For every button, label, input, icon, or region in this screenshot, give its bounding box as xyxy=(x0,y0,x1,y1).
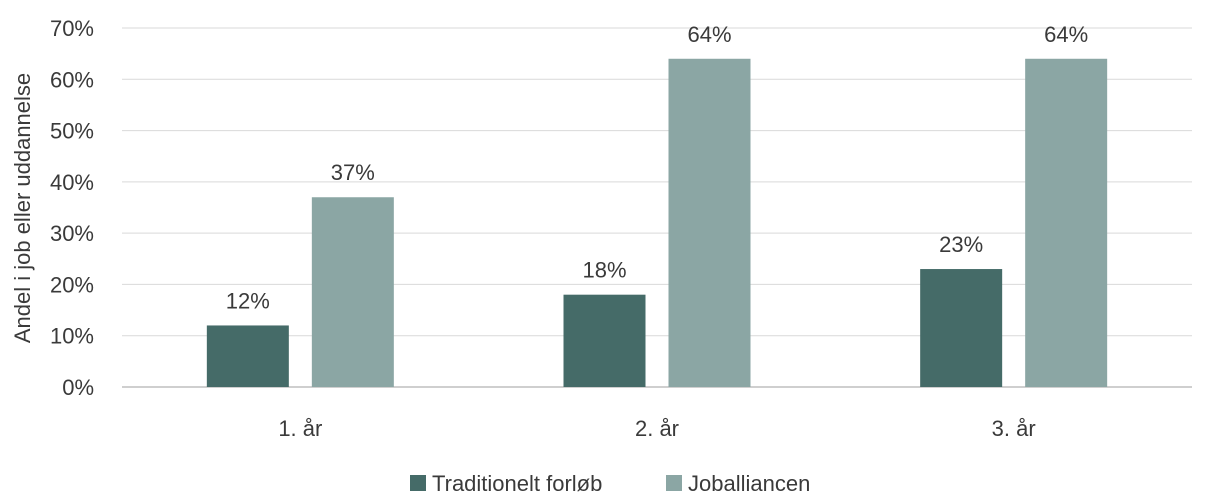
y-tick-label: 40% xyxy=(50,170,94,195)
y-tick-label: 70% xyxy=(50,16,94,41)
legend: Traditionelt forløb Joballiancen xyxy=(410,471,810,496)
x-category-label: 2. år xyxy=(635,416,679,441)
y-tick-label: 10% xyxy=(50,324,94,349)
legend-swatch xyxy=(666,475,682,491)
bar-traditionelt xyxy=(563,294,646,387)
bar-traditionelt xyxy=(920,269,1003,387)
data-label: 12% xyxy=(226,288,270,313)
bar-joballiancen xyxy=(1025,58,1108,388)
bar-traditionelt xyxy=(206,325,289,387)
bars xyxy=(206,58,1108,388)
data-label: 64% xyxy=(687,22,731,47)
y-axis-title: Andel i job eller uddannelse xyxy=(10,73,35,343)
y-tick-label: 30% xyxy=(50,221,94,246)
y-axis-ticks: 0% 10% 20% 30% 40% 50% 60% 70% xyxy=(50,16,94,400)
data-labels: 12% 37% 18% 64% 23% 64% xyxy=(226,22,1088,314)
y-tick-label: 60% xyxy=(50,67,94,92)
legend-label: Traditionelt forløb xyxy=(432,471,602,496)
data-label: 23% xyxy=(939,232,983,257)
y-tick-label: 50% xyxy=(50,119,94,144)
legend-label: Joballiancen xyxy=(688,471,810,496)
x-axis-categories: 1. år 2. år 3. år xyxy=(278,416,1035,441)
legend-swatch xyxy=(410,475,426,491)
x-category-label: 3. år xyxy=(992,416,1036,441)
bar-joballiancen xyxy=(668,58,751,388)
data-label: 18% xyxy=(582,258,626,283)
y-tick-label: 0% xyxy=(62,375,94,400)
x-category-label: 1. år xyxy=(278,416,322,441)
bar-joballiancen xyxy=(311,197,394,387)
gridlines xyxy=(122,27,1192,388)
data-label: 64% xyxy=(1044,22,1088,47)
data-label: 37% xyxy=(331,160,375,185)
y-tick-label: 20% xyxy=(50,272,94,297)
